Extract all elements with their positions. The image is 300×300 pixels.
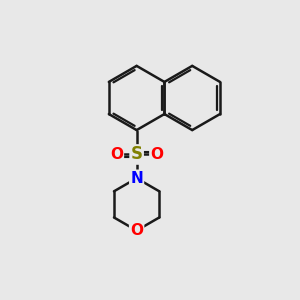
- Text: S: S: [130, 146, 142, 164]
- Text: O: O: [150, 147, 163, 162]
- Text: N: N: [130, 171, 143, 186]
- Text: O: O: [130, 223, 143, 238]
- Text: O: O: [110, 147, 123, 162]
